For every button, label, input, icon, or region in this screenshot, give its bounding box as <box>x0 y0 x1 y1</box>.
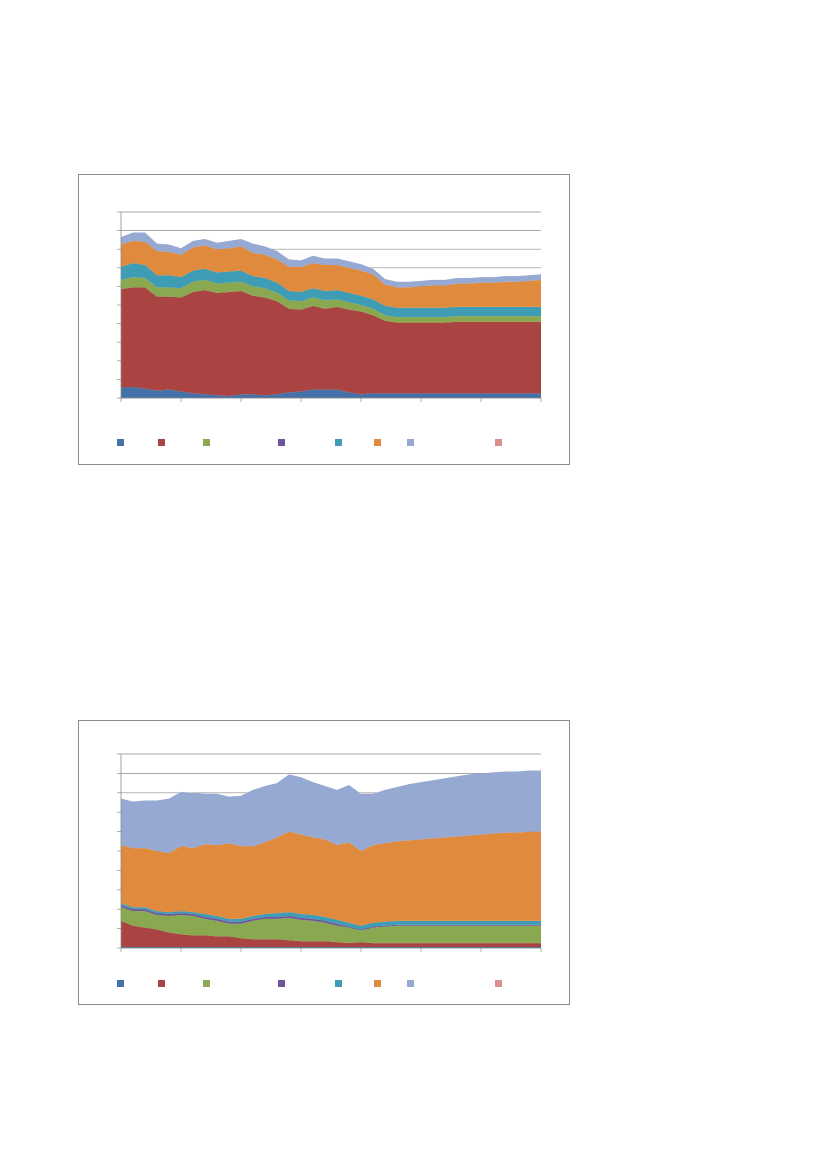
chart-1-frame <box>78 174 570 465</box>
chart-2-legend-swatch-1 <box>117 980 124 987</box>
chart-1-legend-swatch-8 <box>495 439 502 446</box>
chart-1-legend-swatch-7 <box>407 439 414 446</box>
chart-2-frame <box>78 720 570 1005</box>
chart-1-legend-swatch-2 <box>158 439 165 446</box>
chart-2-area-series-5 <box>121 903 541 930</box>
chart-2-legend <box>117 978 557 990</box>
chart-1-plot <box>117 211 542 402</box>
chart-2-area-series-4 <box>121 905 541 931</box>
chart-1-area-series-1 <box>121 386 541 398</box>
chart-1-legend <box>117 437 557 449</box>
chart-1-legend-swatch-3 <box>203 439 210 446</box>
chart-1-area-series-7 <box>121 232 541 288</box>
chart-2-legend-swatch-7 <box>407 980 414 987</box>
chart-1-legend-swatch-4 <box>278 439 285 446</box>
chart-2-legend-swatch-3 <box>203 980 210 987</box>
chart-2-area-series-7 <box>121 770 541 853</box>
chart-2-legend-swatch-2 <box>158 980 165 987</box>
chart-2-area-series-3 <box>121 907 541 944</box>
chart-2-plot <box>117 753 542 952</box>
chart-1-legend-swatch-1 <box>117 439 124 446</box>
chart-2-legend-swatch-6 <box>374 980 381 987</box>
chart-1-legend-swatch-6 <box>374 439 381 446</box>
chart-1-area-series-5 <box>121 263 541 318</box>
chart-2-legend-swatch-8 <box>495 980 502 987</box>
chart-2-area-series-6 <box>121 831 541 926</box>
chart-2-legend-swatch-5 <box>335 980 342 987</box>
chart-2-legend-swatch-4 <box>278 980 285 987</box>
chart-1-area-series-6 <box>121 240 541 308</box>
chart-1-area-series-3 <box>121 277 541 323</box>
chart-1-area-series-2 <box>121 287 541 397</box>
chart-1-legend-swatch-5 <box>335 439 342 446</box>
chart-2-area-series-2 <box>121 920 541 948</box>
